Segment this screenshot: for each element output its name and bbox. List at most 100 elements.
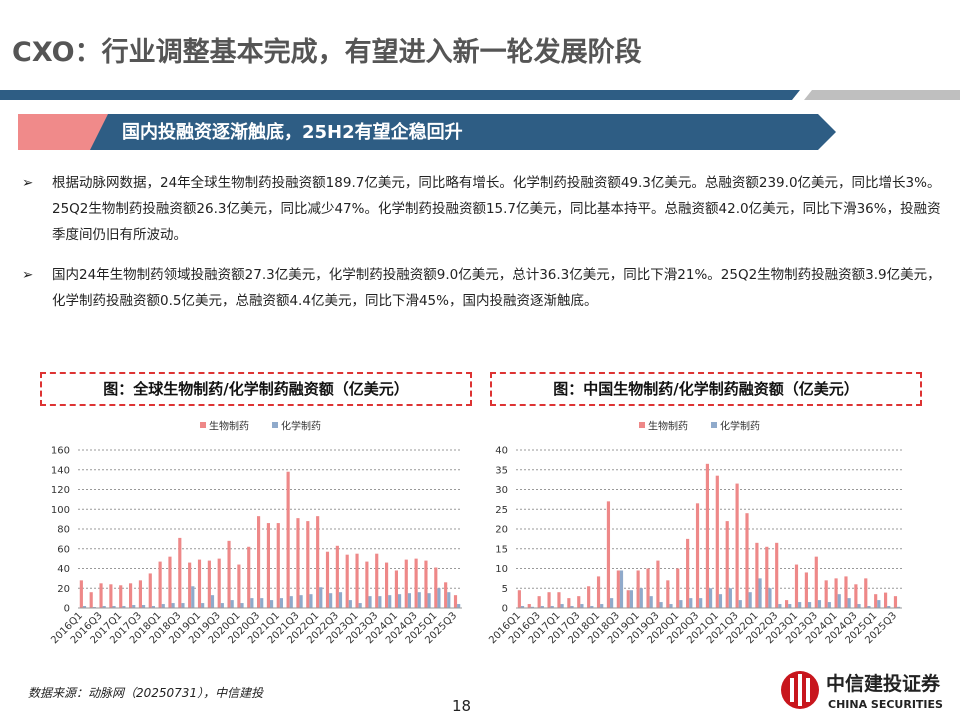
bar	[587, 586, 591, 608]
bar	[527, 604, 531, 608]
bar	[102, 606, 106, 608]
legend-swatch	[711, 422, 717, 428]
bar	[188, 562, 192, 608]
bar	[325, 551, 330, 608]
bar	[864, 578, 868, 608]
bar	[230, 600, 234, 608]
bar	[606, 501, 611, 608]
bar	[537, 596, 541, 608]
bar	[785, 600, 789, 608]
bar	[316, 516, 320, 608]
bar	[201, 603, 205, 608]
bar	[447, 592, 451, 608]
bar	[600, 604, 604, 608]
bar	[646, 568, 650, 608]
bar	[368, 596, 372, 608]
bar	[735, 483, 739, 608]
y-tick-label: 15	[495, 544, 508, 555]
bar	[158, 561, 162, 608]
bar	[798, 602, 802, 608]
bar	[709, 588, 713, 608]
bar	[517, 590, 521, 608]
bar	[827, 602, 831, 608]
bar	[79, 580, 83, 608]
y-tick-label: 140	[51, 465, 70, 476]
bar	[407, 593, 411, 608]
bar	[260, 598, 264, 608]
bar	[567, 598, 571, 608]
bar	[616, 570, 620, 608]
bar	[715, 475, 719, 608]
bar	[119, 585, 123, 608]
bar	[794, 564, 799, 608]
bar	[570, 606, 574, 608]
bar	[768, 588, 772, 608]
bar	[590, 606, 594, 608]
bar	[705, 463, 709, 608]
bar	[814, 556, 818, 608]
bar	[227, 540, 231, 608]
bar	[834, 578, 838, 608]
bar	[388, 595, 392, 608]
bar	[279, 598, 283, 608]
bar	[897, 606, 901, 608]
bar	[457, 604, 461, 608]
bar	[306, 521, 310, 608]
bar	[745, 513, 749, 608]
legend-swatch	[639, 422, 645, 428]
bar	[237, 564, 241, 608]
bar	[629, 590, 633, 608]
bar	[129, 583, 133, 608]
bar	[424, 560, 428, 608]
y-tick-label: 100	[51, 505, 70, 516]
bar	[148, 573, 152, 608]
bar	[626, 590, 630, 608]
bar	[725, 521, 729, 608]
banner-text: 国内投融资逐渐触底，25H2有望企稳回升	[122, 121, 463, 143]
bar	[748, 592, 752, 608]
bar	[434, 567, 438, 608]
bar	[345, 554, 349, 608]
bar	[804, 572, 808, 608]
bar	[893, 596, 898, 608]
bar	[639, 588, 643, 608]
y-tick-label: 80	[57, 525, 70, 536]
bar	[89, 592, 93, 608]
bar	[550, 606, 554, 608]
bar	[112, 606, 116, 608]
bar	[689, 598, 693, 608]
bullet-text: 根据动脉网数据，24年全球生物制药投融资额189.7亿美元，同比略有增长。化学制…	[52, 175, 941, 243]
bar	[649, 596, 653, 608]
bar	[778, 604, 782, 608]
bar	[417, 592, 421, 608]
bar	[142, 605, 146, 608]
legend-swatch	[200, 422, 206, 428]
banner-accent	[18, 114, 110, 150]
logo-mark	[806, 678, 810, 702]
bar	[99, 583, 103, 608]
source: 数据来源：动脉网（20250731），中信建投	[28, 686, 264, 700]
bar	[867, 606, 871, 608]
bar	[775, 542, 779, 608]
y-tick-label: 0	[64, 604, 70, 615]
bar	[765, 546, 769, 608]
logo-english: CHINA SECURITIES	[828, 698, 943, 711]
bar	[883, 592, 888, 608]
y-tick-label: 0	[502, 604, 508, 615]
bar	[530, 606, 535, 608]
bar	[610, 598, 614, 608]
bar	[365, 561, 369, 608]
bar	[358, 603, 362, 608]
logo-mark	[790, 678, 794, 702]
bar	[755, 542, 759, 608]
bar	[197, 559, 202, 608]
logo-mark	[798, 674, 802, 706]
bar	[355, 553, 359, 608]
bar	[577, 596, 581, 608]
y-tick-label: 120	[51, 485, 70, 496]
legend-label: 生物制药	[209, 420, 249, 433]
bar	[319, 587, 323, 608]
bar	[656, 560, 660, 608]
bar	[178, 537, 182, 608]
